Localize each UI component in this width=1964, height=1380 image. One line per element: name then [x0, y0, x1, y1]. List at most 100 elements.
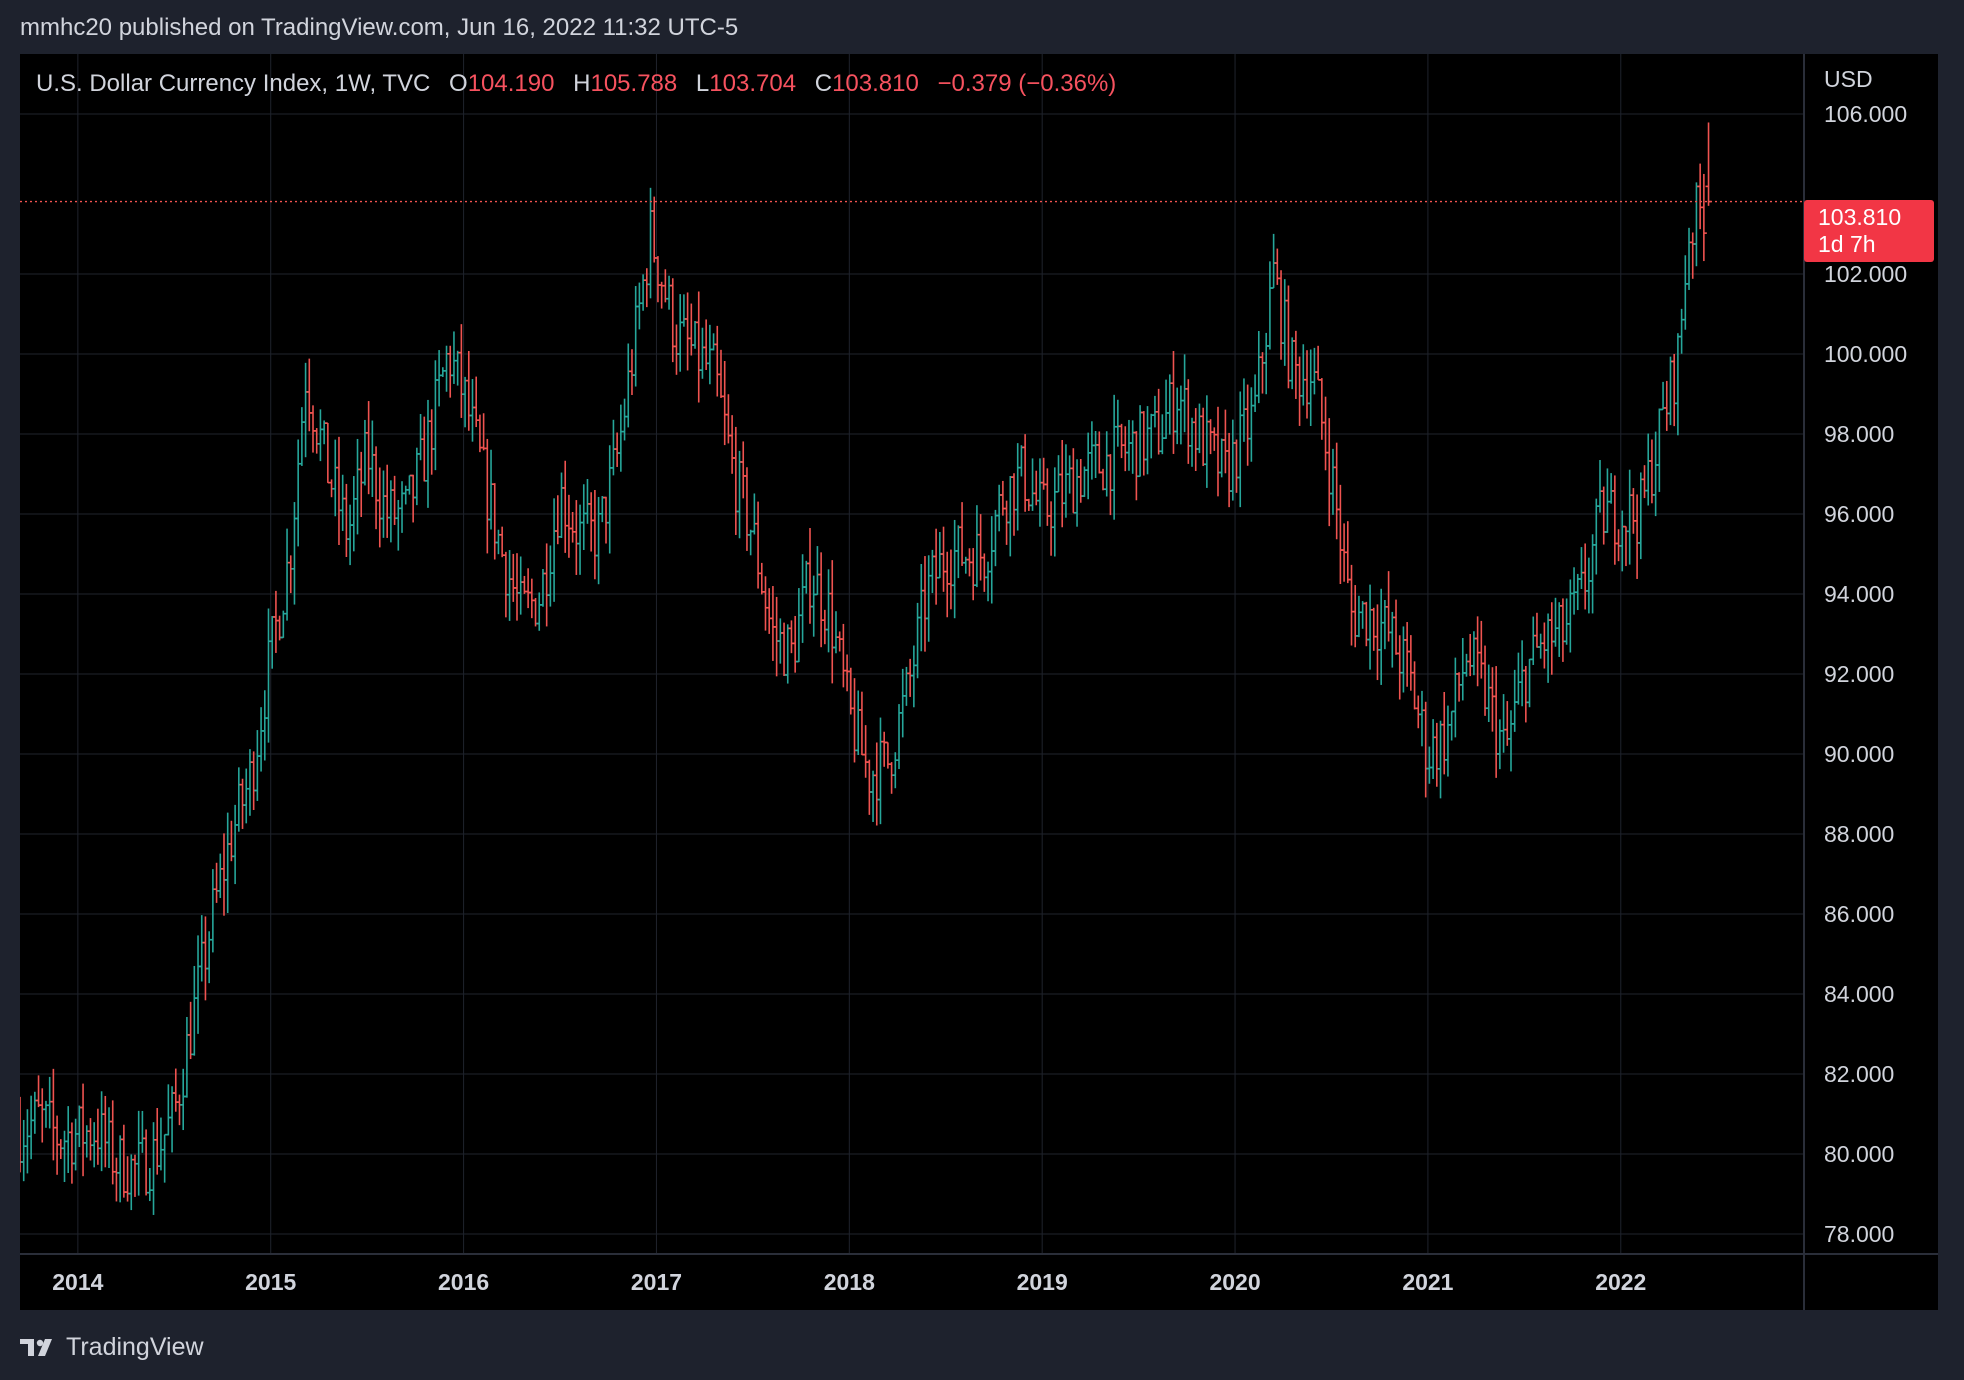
ohlc-bar: [591, 489, 598, 580]
ohlc-bar: [1226, 432, 1233, 508]
ohlc-bar: [1693, 182, 1700, 267]
ohlc-bar: [1322, 396, 1329, 471]
ohlc-bar: [951, 519, 958, 619]
ohlc-bar: [135, 1110, 142, 1196]
ohlc-bar: [1214, 406, 1221, 497]
currency-label[interactable]: USD: [1824, 66, 1873, 92]
ohlc-bar: [1463, 653, 1470, 677]
ohlc-bar: [450, 331, 457, 384]
chart-frame[interactable]: 106.000 102.000 100.000 98.000 96.000 94.000 9…: [20, 54, 1938, 1310]
tradingview-logo-icon: [20, 1339, 52, 1356]
ohlc-bar: [1400, 626, 1407, 693]
price-tick-label: 96.000: [1824, 501, 1894, 527]
ohlc-bar: [302, 362, 309, 458]
ohlc-bar: [970, 548, 977, 601]
ohlc-bar: [1085, 432, 1092, 500]
time-tick-label: 2020: [1209, 1269, 1260, 1295]
ohlc-bar: [899, 668, 906, 738]
ohlc-bar: [1266, 261, 1273, 350]
ohlc-bar: [925, 555, 932, 642]
time-tick-label: 2022: [1595, 1269, 1646, 1295]
ohlc-bar: [410, 474, 417, 523]
ohlc-bar: [1530, 616, 1537, 666]
ohlc-bar: [562, 460, 569, 553]
ohlc-bar: [914, 602, 921, 679]
ohlc-bar: [1441, 691, 1448, 775]
ohlc-bar: [1571, 567, 1578, 615]
ohlc-bar: [339, 474, 346, 531]
ohlc-bar: [1170, 351, 1177, 454]
ohlc-bar: [717, 349, 724, 398]
ohlc-bar: [829, 560, 836, 684]
ohlc-bar: [792, 615, 799, 673]
price-tick-label: 84.000: [1824, 981, 1894, 1007]
ohlc-bar: [1062, 444, 1069, 518]
ohlc-bar: [1240, 378, 1247, 442]
ohlc-bar: [714, 325, 721, 397]
ohlc-bar: [1648, 439, 1655, 504]
ohlc-chart[interactable]: 106.000 102.000 100.000 98.000 96.000 94.000 9…: [20, 54, 1938, 1310]
ohlc-bar: [195, 935, 202, 1034]
ohlc-bar: [61, 1130, 68, 1183]
ohlc-bar: [1144, 406, 1151, 475]
ohlc-bar: [999, 480, 1006, 516]
ohlc-bar: [614, 432, 621, 467]
ohlc-bar: [1489, 667, 1496, 732]
ohlc-bar: [985, 561, 992, 602]
ohlc-bar: [306, 358, 313, 432]
price-tick-label: 100.000: [1824, 341, 1907, 367]
ohlc-bar: [532, 597, 539, 627]
ohlc-bar: [1674, 333, 1681, 436]
ohlc-bar: [443, 345, 450, 392]
ohlc-bar: [1511, 669, 1518, 732]
ohlc-bar: [1155, 388, 1162, 455]
ohlc-bar: [1192, 408, 1199, 472]
ohlc-bar: [83, 1125, 90, 1158]
price-tick-label: 102.000: [1824, 261, 1907, 287]
ohlc-bar: [825, 569, 832, 653]
ohlc-bar: [499, 526, 506, 558]
price-tick-label: 92.000: [1824, 661, 1894, 687]
ohlc-bar: [143, 1129, 150, 1196]
ohlc-bar: [721, 361, 728, 446]
price-tick-label: 94.000: [1824, 581, 1894, 607]
ohlc-bar: [406, 474, 413, 495]
footer-branding[interactable]: TradingView: [20, 1330, 204, 1364]
ohlc-bar: [250, 751, 257, 810]
ohlc-bar: [165, 1084, 172, 1136]
ohlc-bar: [1660, 381, 1667, 411]
ohlc-bar: [758, 562, 765, 595]
ohlc-bar: [24, 1109, 31, 1174]
ohlc-bar: [743, 467, 750, 551]
published-line: mmhc20 published on TradingView.com, Jun…: [20, 14, 739, 41]
ohlc-bar: [439, 367, 446, 377]
ohlc-bar: [399, 481, 406, 533]
ohlc-bar: [732, 426, 739, 535]
ohlc-bar: [632, 286, 639, 387]
ohlc-bar: [1507, 710, 1514, 772]
ohlc-bar: [272, 590, 279, 653]
ohlc-bar: [1452, 657, 1459, 738]
ohlc-bar: [996, 484, 1003, 532]
ohlc-bar: [1682, 255, 1689, 330]
ohlc-bar: [855, 690, 862, 755]
ohlc-bar: [169, 1086, 176, 1153]
ohlc-bar: [1433, 722, 1440, 787]
ohlc-bar: [295, 439, 302, 547]
ohlc-bar: [1237, 391, 1244, 508]
ohlc-bar: [180, 1068, 187, 1131]
ohlc-bar: [873, 742, 880, 826]
ohlc-bar: [1411, 661, 1418, 710]
ohlc-bar: [124, 1156, 131, 1202]
last-price-value: 103.810: [1818, 204, 1902, 230]
ohlc-bar: [462, 376, 469, 428]
ohlc-bar: [688, 303, 695, 356]
time-tick-label: 2017: [631, 1269, 682, 1295]
ohlc-bar: [1337, 484, 1344, 584]
ohlc-bar: [491, 483, 498, 560]
ohlc-bar: [1597, 460, 1604, 513]
ohlc-bar: [1656, 408, 1663, 492]
ohlc-bar: [788, 620, 795, 654]
ohlc-bar: [287, 555, 294, 594]
ohlc-bar: [877, 717, 884, 825]
